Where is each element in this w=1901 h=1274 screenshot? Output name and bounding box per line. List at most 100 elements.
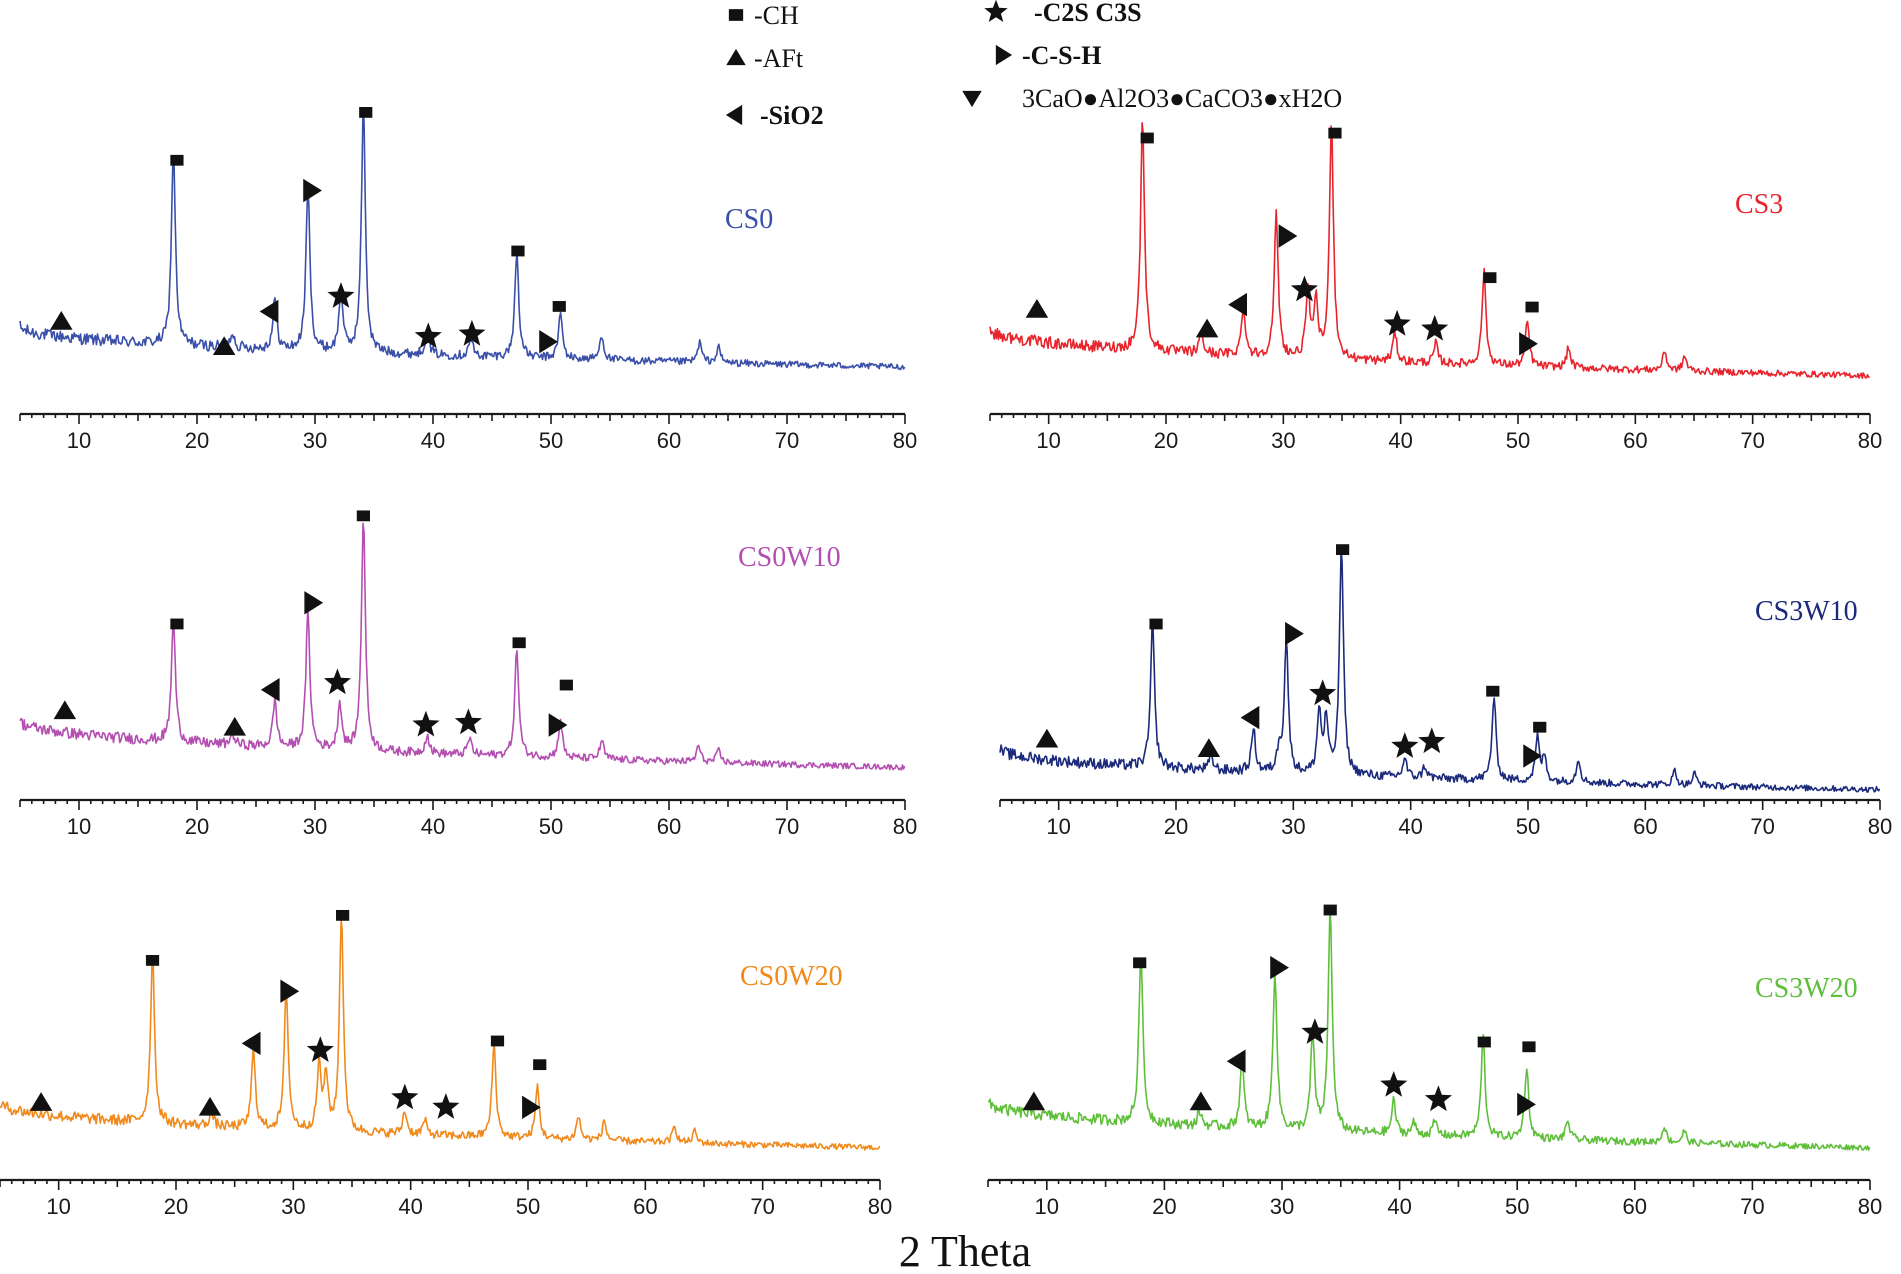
phase-marker-star-icon (1380, 1071, 1408, 1097)
x-tick-label: 80 (893, 428, 917, 453)
x-tick-label: 70 (750, 1194, 774, 1219)
x-tick-label: 80 (1858, 1194, 1882, 1219)
x-tick-label: 80 (893, 814, 917, 839)
phase-legend: -CH -AFt -SiO2 -C2S C3S -C-S-H 3CaO●Al2O3●CaC… (725, 0, 1342, 130)
phase-marker-triangle-up-icon (53, 700, 77, 720)
phase-marker-triangle-up-icon (212, 336, 236, 356)
xrd-panel-cs0w20: 10 20 30 40 50 60 70 80 CS0W20 (0, 909, 892, 1219)
phase-marker-star-icon (454, 708, 482, 735)
phase-marker-square-icon (1336, 544, 1350, 555)
phase-marker-square-icon (490, 1035, 505, 1047)
phase-marker-triangle-right-icon (1270, 955, 1289, 980)
phase-marker-square-icon (170, 154, 184, 166)
legend-square-icon (728, 9, 744, 21)
phase-marker-square-icon (1328, 127, 1342, 139)
x-tick-label: 60 (1623, 1194, 1647, 1219)
phase-marker-star-icon (323, 668, 351, 695)
sample-label: CS0W20 (740, 961, 843, 992)
x-tick-label: 10 (46, 1194, 70, 1219)
phase-marker-triangle-up-icon (50, 311, 73, 330)
phase-marker-star-icon (432, 1093, 460, 1119)
x-tick-label: 80 (1858, 428, 1882, 453)
x-tick-label: 60 (633, 1194, 657, 1219)
xrd-panels: 10 20 30 40 50 60 70 80 CS0 10 20 30 40 50 60 70 80 CS3 10… (0, 107, 1892, 1219)
phase-marker-square-icon (1133, 957, 1147, 969)
legend-item: -AFt (726, 44, 804, 73)
phase-marker-triangle-right-icon (1285, 621, 1304, 646)
xrd-trace-cs3w10 (999, 547, 1881, 793)
x-tick-label: 40 (1387, 1194, 1411, 1219)
xrd-trace-cs0w10 (19, 522, 906, 771)
x-tick-label: 20 (1154, 428, 1178, 453)
x-tick-label: 30 (1270, 1194, 1294, 1219)
sample-label: CS3W20 (1755, 973, 1858, 1004)
phase-marker-square-icon (552, 301, 566, 312)
phase-marker-triangle-up-icon (1197, 738, 1221, 758)
legend-triangle-down-icon (962, 90, 982, 108)
x-tick-label: 70 (1740, 428, 1764, 453)
legend-item: -SiO2 (725, 101, 824, 130)
x-tick-label: 70 (775, 814, 799, 839)
phase-marker-square-icon (170, 618, 184, 630)
x-tick-label: 60 (1633, 814, 1657, 839)
x-tick-label: 20 (185, 814, 209, 839)
x-tick-label: 20 (164, 1194, 188, 1219)
phase-marker-star-icon (458, 319, 486, 346)
phase-marker-square-icon (1483, 272, 1497, 284)
x-tick-label: 50 (1506, 428, 1530, 453)
x-tick-label: 10 (1036, 428, 1060, 453)
phase-marker-triangle-left-icon (1240, 705, 1260, 730)
x-tick-label: 50 (1505, 1194, 1529, 1219)
x-tick-label: 50 (1516, 814, 1540, 839)
x-tick-label: 40 (1398, 814, 1422, 839)
x-tick-label: 10 (67, 428, 91, 453)
x-tick-label: 10 (1035, 1194, 1059, 1219)
x-tick-label: 60 (657, 428, 681, 453)
x-tick-label: 40 (421, 814, 445, 839)
phase-marker-triangle-right-icon (539, 330, 558, 354)
phase-marker-star-icon (1290, 275, 1318, 302)
legend-label: 3CaO●Al2O3●CaCO3●xH2O (1022, 84, 1342, 113)
phase-marker-triangle-right-icon (304, 591, 324, 615)
legend-triangle-right-icon (995, 44, 1013, 66)
phase-marker-triangle-left-icon (259, 299, 279, 324)
phase-marker-square-icon (359, 107, 373, 118)
phase-marker-triangle-left-icon (241, 1031, 261, 1056)
phase-marker-square-icon (1477, 1036, 1491, 1048)
phase-marker-square-icon (559, 679, 573, 691)
sample-label: CS0W10 (738, 542, 841, 573)
xrd-trace-cs0w20 (0, 919, 881, 1151)
phase-marker-triangle-right-icon (1517, 1092, 1536, 1117)
x-tick-label: 40 (421, 428, 445, 453)
x-tick-label: 20 (1164, 814, 1188, 839)
phase-marker-triangle-up-icon (198, 1096, 222, 1116)
phase-marker-star-icon (1383, 309, 1411, 336)
phase-marker-star-icon (414, 322, 442, 349)
phase-marker-triangle-right-icon (522, 1095, 541, 1120)
x-tick-label: 70 (1750, 814, 1774, 839)
phase-marker-square-icon (1323, 904, 1337, 916)
x-tick-label: 30 (303, 814, 327, 839)
x-tick-label: 60 (1623, 428, 1647, 453)
phase-marker-star-icon (1301, 1018, 1329, 1044)
phase-marker-triangle-left-icon (1228, 292, 1247, 317)
phase-marker-triangle-up-icon (1025, 299, 1049, 318)
x-tick-label: 50 (516, 1194, 540, 1219)
xrd-trace-cs3 (989, 122, 1870, 380)
x-tick-label: 30 (303, 428, 327, 453)
phase-marker-triangle-up-icon (1035, 728, 1059, 748)
legend-label: -AFt (754, 44, 804, 73)
x-tick-label: 80 (1868, 814, 1892, 839)
phase-marker-triangle-right-icon (1519, 332, 1538, 356)
phase-marker-triangle-right-icon (1278, 224, 1298, 248)
phase-marker-square-icon (1486, 685, 1500, 697)
phase-marker-star-icon (1421, 314, 1449, 341)
x-tick-label: 70 (775, 428, 799, 453)
x-tick-label: 80 (868, 1194, 892, 1219)
phase-marker-triangle-left-icon (1226, 1049, 1246, 1073)
sample-label: CS0 (725, 204, 773, 235)
sample-label: CS3 (1735, 189, 1783, 220)
phase-marker-square-icon (512, 637, 526, 649)
x-tick-label: 20 (1152, 1194, 1176, 1219)
